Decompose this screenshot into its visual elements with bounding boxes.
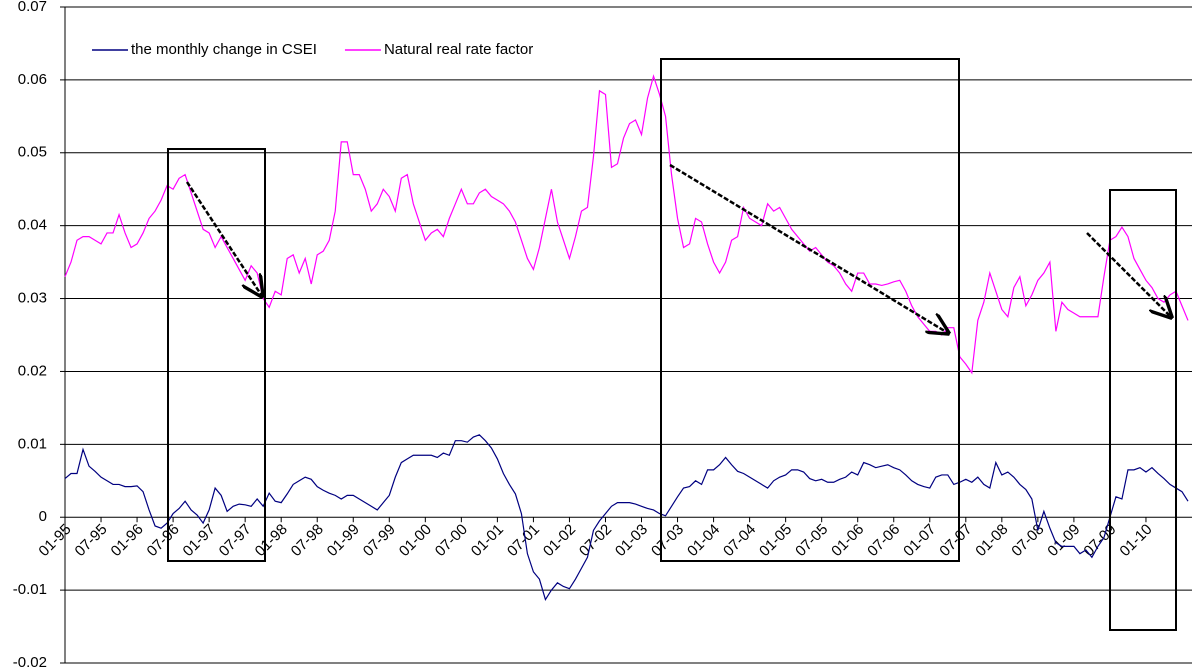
y-tick-label: 0.01 bbox=[18, 435, 47, 452]
y-tick-label: 0.03 bbox=[18, 290, 47, 307]
trend-arrow bbox=[185, 181, 262, 296]
x-tick-label: 07-08 bbox=[1008, 521, 1047, 560]
x-tick-label: 07-95 bbox=[72, 521, 111, 560]
x-tick-label: 01-97 bbox=[180, 521, 219, 560]
trend-arrow bbox=[1086, 232, 1171, 317]
x-tick-label: 07-05 bbox=[792, 521, 831, 560]
x-tick-label: 07-09 bbox=[1080, 521, 1119, 560]
x-tick-label: 01-95 bbox=[35, 521, 74, 560]
x-tick-label: 01-10 bbox=[1116, 521, 1155, 560]
legend: the monthly change in CSEI Natural real r… bbox=[92, 41, 533, 58]
x-tick-label: 07-06 bbox=[864, 521, 903, 560]
highlight-box bbox=[167, 148, 266, 562]
x-tick-label: 01-99 bbox=[324, 521, 363, 560]
x-tick-label: 01-98 bbox=[252, 521, 291, 560]
x-tick-label: 01-02 bbox=[540, 521, 579, 560]
annotations bbox=[167, 58, 1177, 631]
x-tick-label: 07-98 bbox=[288, 521, 327, 560]
highlight-box bbox=[1109, 189, 1177, 631]
x-tick-label: 01-00 bbox=[396, 521, 435, 560]
y-tick-label: -0.01 bbox=[13, 581, 47, 598]
x-tick-label: 01-07 bbox=[900, 521, 939, 560]
legend-label: Natural real rate factor bbox=[384, 41, 533, 58]
y-tick-label: 0 bbox=[39, 508, 47, 525]
y-tick-label: 0.04 bbox=[18, 217, 47, 234]
x-tick-label: 01-09 bbox=[1044, 521, 1083, 560]
x-tick-label: 07-04 bbox=[720, 521, 759, 560]
x-tick-label: 01-08 bbox=[972, 521, 1011, 560]
highlight-box bbox=[660, 58, 960, 562]
legend-label: the monthly change in CSEI bbox=[131, 41, 317, 58]
x-tick-label: 01-05 bbox=[756, 521, 795, 560]
x-tick-label: 01-03 bbox=[612, 521, 651, 560]
plot-lines bbox=[64, 74, 1189, 602]
x-tick-label: 01-01 bbox=[468, 521, 507, 560]
y-tick-label: -0.02 bbox=[13, 654, 47, 671]
x-tick-label: 07-03 bbox=[648, 521, 687, 560]
trend-arrow bbox=[669, 163, 948, 333]
y-tick-label: 0.02 bbox=[18, 362, 47, 379]
x-tick-label: 01-96 bbox=[108, 521, 147, 560]
x-tick-label: 07-99 bbox=[360, 521, 399, 560]
x-tick-label: 07-97 bbox=[216, 521, 255, 560]
x-tick-label: 01-06 bbox=[828, 521, 867, 560]
y-tick-label: 0.05 bbox=[18, 144, 47, 161]
x-tick-label: 07-07 bbox=[936, 521, 975, 560]
series-line bbox=[64, 74, 1189, 375]
y-tick-label: 0.07 bbox=[18, 0, 47, 15]
x-tick-label: 07-00 bbox=[432, 521, 471, 560]
series-line bbox=[64, 434, 1189, 602]
grid: -0.02 -0.01 0 0.01 0.02 0.03 0.04 0.05 0.06 0.07 0… bbox=[13, 0, 1192, 671]
x-tick-label: 01-04 bbox=[684, 521, 723, 560]
y-tick-label: 0.06 bbox=[18, 71, 47, 88]
